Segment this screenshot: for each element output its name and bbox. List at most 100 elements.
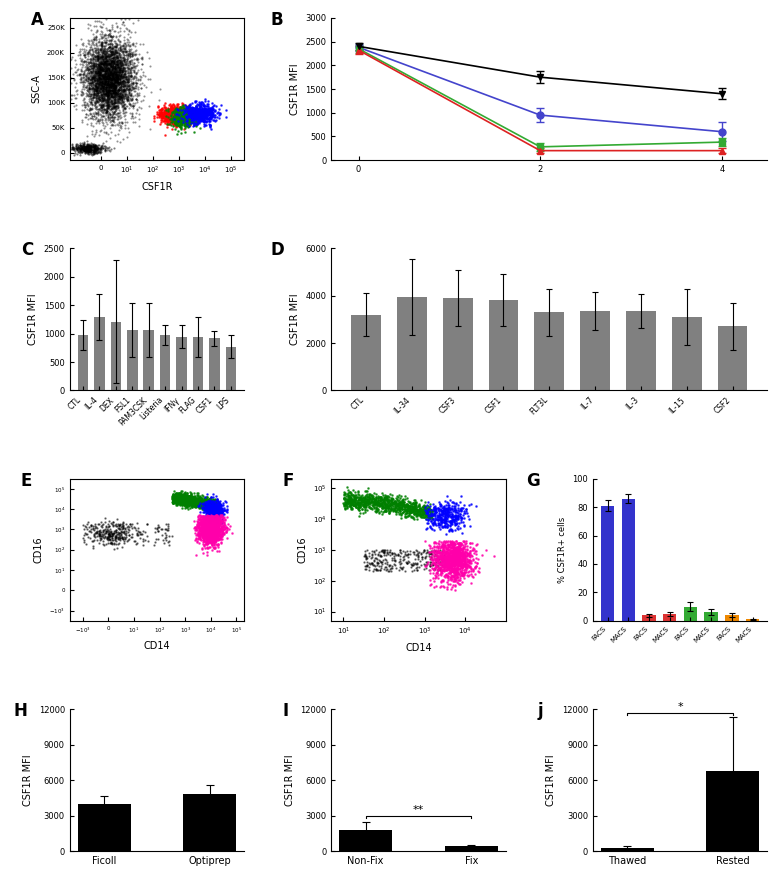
Point	[203, 528, 215, 542]
Point	[82, 142, 95, 156]
Point	[170, 494, 183, 508]
Point	[170, 102, 183, 116]
Point	[128, 81, 140, 95]
Point	[174, 114, 187, 128]
Point	[194, 495, 206, 510]
Point	[199, 537, 212, 551]
Point	[209, 520, 222, 534]
Point	[172, 107, 184, 121]
Point	[199, 503, 212, 517]
Point	[221, 498, 233, 513]
Point	[212, 501, 224, 515]
Point	[344, 488, 357, 503]
Point	[165, 110, 177, 125]
Point	[207, 513, 219, 528]
Point	[76, 103, 88, 117]
Point	[109, 23, 121, 38]
Point	[99, 71, 112, 85]
Point	[196, 105, 208, 119]
Point	[199, 521, 212, 536]
Point	[115, 81, 127, 95]
Point	[119, 37, 131, 51]
Point	[202, 517, 215, 531]
Point	[104, 73, 116, 87]
Point	[203, 520, 215, 534]
Point	[191, 517, 203, 531]
Point	[163, 108, 175, 122]
Point	[114, 518, 126, 532]
Point	[202, 502, 214, 516]
Point	[363, 559, 375, 573]
Point	[194, 490, 206, 504]
Point	[109, 90, 122, 105]
Point	[170, 493, 182, 507]
Point	[203, 118, 215, 133]
Point	[170, 107, 182, 121]
Point	[202, 518, 214, 532]
Point	[116, 38, 129, 52]
Point	[87, 82, 99, 96]
Point	[105, 83, 117, 98]
Point	[181, 493, 193, 507]
Point	[99, 82, 112, 96]
Point	[159, 526, 171, 540]
Point	[199, 521, 212, 535]
Point	[108, 85, 120, 99]
Point	[100, 82, 112, 97]
Point	[102, 61, 115, 75]
Point	[214, 529, 226, 543]
Point	[182, 105, 195, 119]
Point	[207, 530, 219, 545]
Point	[210, 515, 222, 530]
Point	[84, 140, 96, 154]
Point	[452, 566, 464, 581]
Point	[105, 56, 117, 70]
Point	[209, 498, 222, 513]
Point	[102, 66, 114, 81]
Point	[450, 549, 463, 564]
Point	[201, 521, 213, 535]
Point	[153, 521, 165, 535]
Point	[414, 506, 426, 521]
Point	[118, 63, 130, 77]
Point	[191, 111, 204, 125]
Point	[98, 99, 110, 113]
Point	[102, 111, 114, 125]
Point	[208, 503, 220, 517]
Point	[449, 566, 461, 581]
Point	[209, 512, 222, 526]
Point	[84, 77, 96, 91]
Point	[365, 495, 377, 510]
Point	[194, 532, 206, 547]
Point	[123, 39, 136, 53]
Point	[111, 73, 123, 88]
Point	[95, 110, 108, 125]
Point	[170, 116, 182, 131]
Point	[170, 108, 183, 123]
Point	[79, 39, 91, 54]
Point	[213, 497, 226, 512]
Point	[98, 78, 110, 92]
Point	[206, 498, 219, 513]
Point	[109, 96, 122, 110]
Point	[81, 145, 93, 159]
Point	[182, 108, 195, 123]
Point	[159, 103, 171, 117]
Point	[95, 93, 108, 108]
Point	[99, 538, 112, 552]
Point	[208, 501, 220, 515]
Point	[203, 509, 215, 523]
Point	[107, 81, 119, 95]
Point	[191, 105, 203, 119]
Point	[129, 521, 141, 535]
Point	[71, 142, 83, 157]
Point	[87, 90, 99, 104]
Point	[169, 494, 181, 508]
Point	[182, 106, 195, 120]
Point	[98, 97, 110, 111]
Point	[184, 493, 196, 507]
Point	[93, 93, 105, 108]
Point	[91, 22, 104, 37]
Point	[181, 108, 194, 122]
Point	[437, 545, 450, 559]
